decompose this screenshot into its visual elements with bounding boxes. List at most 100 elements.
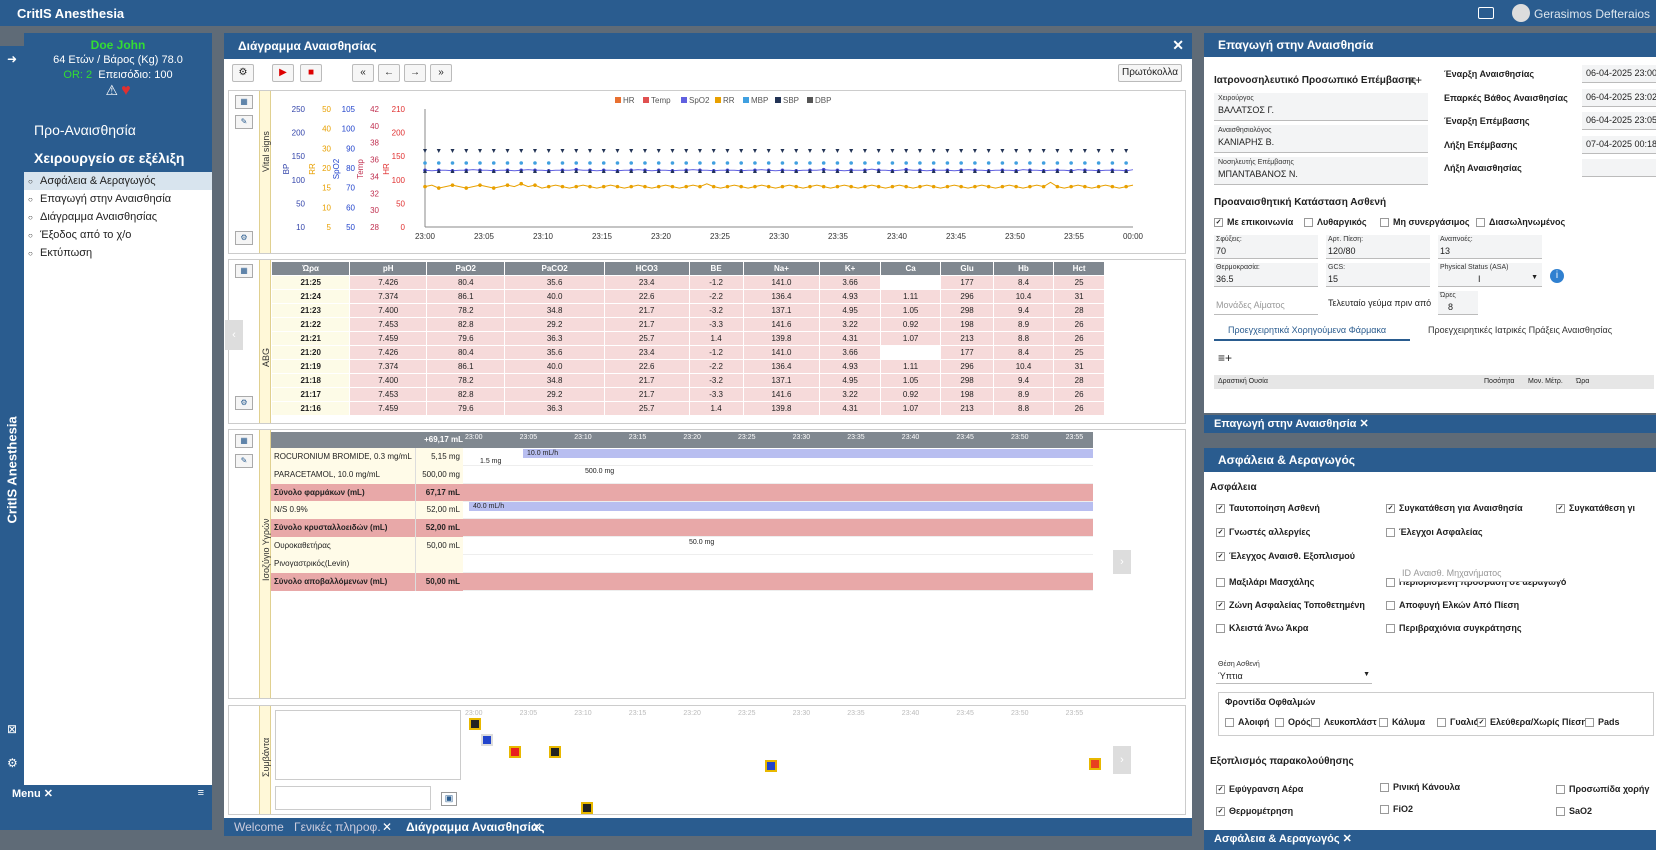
- prev-button[interactable]: ←: [378, 64, 400, 82]
- blood-pressure-field[interactable]: Αρτ. Πίεση: 120/80: [1326, 235, 1430, 259]
- settings-icon[interactable]: ⚙: [235, 396, 253, 410]
- events-notes[interactable]: [275, 710, 461, 780]
- anesthesiologist-field[interactable]: Αναισθησιολόγος ΚΑΝΙΑΡΗΣ Β.: [1214, 125, 1428, 153]
- time-field[interactable]: [1582, 159, 1656, 177]
- safety-checkbox[interactable]: Περιβραχιόνια συγκράτησης: [1386, 623, 1522, 634]
- menu-tab[interactable]: Menu: [12, 788, 41, 800]
- add-list-icon[interactable]: ≡+: [1218, 351, 1233, 365]
- back-arrow-icon[interactable]: ➜: [7, 52, 18, 66]
- menu-item-print[interactable]: Εκτύπωση: [24, 244, 212, 262]
- heart-icon[interactable]: ♥: [121, 82, 131, 99]
- warning-icon[interactable]: ⚠: [105, 82, 118, 98]
- safety-checkbox[interactable]: Έλεγχοι Ασφαλείας: [1386, 527, 1483, 538]
- abg-col-header[interactable]: Ca: [879, 261, 942, 276]
- time-field[interactable]: 07-04-2025 00:18: [1582, 135, 1656, 154]
- abg-col-header[interactable]: PaCO2: [504, 261, 605, 276]
- event-input[interactable]: [275, 786, 431, 810]
- event-marker-icon[interactable]: [1089, 758, 1101, 770]
- menu-item-safety[interactable]: Ασφάλεια & Αεραγωγός: [24, 172, 212, 190]
- table-row[interactable]: Σύνολο αποβαλλόμενων (mL) 50,00 mL: [271, 572, 1093, 591]
- safety-checkbox[interactable]: ✓ Ζώνη Ασφαλείας Τοποθετημένη: [1216, 600, 1365, 611]
- patient-position-select[interactable]: Θέση Ασθενή Ύπτια ▼: [1216, 660, 1372, 684]
- pre-anesthesia[interactable]: Προ-Αναισθησία: [34, 122, 136, 138]
- user-avatar-icon[interactable]: [1512, 4, 1530, 22]
- eye-checkbox[interactable]: Αλοιφή: [1225, 717, 1269, 728]
- calendar-icon[interactable]: ▦: [235, 264, 253, 278]
- pulse-field[interactable]: Σφύξεις: 70: [1214, 235, 1318, 259]
- close-icon[interactable]: ✕: [43, 788, 54, 800]
- safety-checkbox[interactable]: ✓ Συγκατάθεση γι: [1556, 503, 1635, 514]
- surgery-in-progress[interactable]: Χειρουργείο σε εξέλιξη: [34, 150, 185, 166]
- table-row[interactable]: 21:17 7.453 82.8 29.2 21.7 -3.3 141.6 3.22 0.92 1…: [270, 387, 1105, 402]
- monitoring-checkbox[interactable]: ✓ Εφύγρανση Αέρα: [1216, 784, 1304, 795]
- table-row[interactable]: Ρινογαστρικός(Levin): [271, 554, 1093, 573]
- add-list-icon[interactable]: ≡+: [1408, 73, 1423, 87]
- edit-icon[interactable]: ✎: [235, 454, 253, 468]
- close-icon[interactable]: ✕: [1359, 418, 1369, 430]
- table-row[interactable]: 21:22 7.453 82.8 29.2 21.7 -3.3 141.6 3.22 0.92 1…: [270, 317, 1105, 332]
- safety-checkbox[interactable]: Κλειστά Άνω Άκρα: [1216, 623, 1308, 634]
- abg-col-header[interactable]: PaO2: [426, 261, 506, 276]
- table-row[interactable]: 21:20 7.426 80.4 35.6 23.4 -1.2 141.0 3.66 177 8.…: [270, 345, 1105, 360]
- close-icon[interactable]: ✕: [1342, 833, 1352, 845]
- monitoring-checkbox[interactable]: FiO2: [1380, 804, 1413, 815]
- tab-pre-drugs[interactable]: Προεγχειρητικά Χορηγούμενα Φάρμακα: [1228, 325, 1387, 335]
- safety-checkbox[interactable]: ✓ Συγκατάθεση για Αναισθησία: [1386, 503, 1523, 514]
- abg-col-header[interactable]: Hct: [1053, 261, 1105, 276]
- table-row[interactable]: 21:21 7.459 79.6 36.3 25.7 1.4 139.8 4.31 1.07 21…: [270, 331, 1105, 346]
- eye-checkbox[interactable]: Pads: [1585, 717, 1620, 728]
- event-marker-icon[interactable]: [469, 718, 481, 730]
- temperature-field[interactable]: Θερμοκρασία: 36.5: [1214, 263, 1318, 287]
- monitoring-checkbox[interactable]: Ρινική Κάνουλα: [1380, 782, 1460, 793]
- table-row[interactable]: Σύνολο φαρμάκων (mL) 67,17 mL: [271, 483, 1093, 502]
- infusion-bar[interactable]: [469, 502, 1093, 512]
- table-row[interactable]: 21:16 7.459 79.6 36.3 25.7 1.4 139.8 4.31 1.07 21…: [270, 401, 1105, 416]
- table-row[interactable]: 21:23 7.400 78.2 34.8 21.7 -3.2 137.1 4.95 1.05 2…: [270, 303, 1105, 318]
- monitoring-checkbox[interactable]: SaO2: [1556, 806, 1592, 817]
- table-row[interactable]: 21:19 7.374 86.1 40.0 22.6 -2.2 136.4 4.93 1.11 2…: [270, 359, 1105, 374]
- abg-col-header[interactable]: BE: [688, 261, 744, 276]
- last-button[interactable]: »: [430, 64, 452, 82]
- close-square-icon[interactable]: ⊠: [7, 722, 18, 736]
- tab-welcome[interactable]: Welcome: [234, 820, 284, 834]
- close-icon[interactable]: ✕: [532, 820, 543, 834]
- abg-col-header[interactable]: pH: [349, 261, 428, 276]
- eye-checkbox[interactable]: Ορός: [1275, 717, 1311, 728]
- table-row[interactable]: 21:25 7.426 80.4 35.6 23.4 -1.2 141.0 3.66 177 8.…: [270, 275, 1105, 290]
- abg-col-header[interactable]: Hb: [992, 261, 1055, 276]
- eye-checkbox[interactable]: Λευκοπλάστ: [1311, 717, 1377, 728]
- safety-checkbox[interactable]: ✓ Έλεγχος Αναισθ. Εξοπλισμού: [1216, 551, 1355, 562]
- tab-general-info[interactable]: Γενικές πληροφ.: [294, 820, 381, 834]
- event-marker-icon[interactable]: [481, 734, 493, 746]
- user-name[interactable]: Gerasimos Defteraios: [1534, 7, 1651, 21]
- asa-select[interactable]: Physical Status (ASA) I ▼: [1438, 263, 1542, 287]
- settings-icon[interactable]: ⚙: [7, 756, 18, 770]
- event-marker-icon[interactable]: [765, 760, 777, 772]
- state-checkbox[interactable]: Διασωληνωμένος: [1476, 217, 1565, 228]
- monitoring-checkbox[interactable]: Προσωπίδα χορήγ: [1556, 784, 1649, 795]
- abg-col-header[interactable]: HCO3: [603, 261, 690, 276]
- stop-button[interactable]: ■: [300, 64, 322, 82]
- blood-units-field[interactable]: Μονάδες Αίματος: [1214, 295, 1318, 315]
- safety-checkbox[interactable]: Περιορισμένη πρόσβαση σε αεραγωγό: [1386, 577, 1566, 588]
- close-icon[interactable]: ✕: [1172, 37, 1184, 53]
- safety-checkbox[interactable]: ✓ Ταυτοποίηση Ασθενή: [1216, 503, 1320, 514]
- event-marker-icon[interactable]: [549, 746, 561, 758]
- gcs-field[interactable]: GCS: 15: [1326, 263, 1430, 287]
- menu-item-exit[interactable]: Έξοδος από το χ/ο: [24, 226, 212, 244]
- respiration-field[interactable]: Αναπνοές: 13: [1438, 235, 1542, 259]
- safety-checkbox[interactable]: Μαξιλάρι Μασχάλης: [1216, 577, 1314, 588]
- surgeon-field[interactable]: Χειρούργος ΒΑΛΑΤΣΟΣ Γ.: [1214, 93, 1428, 121]
- monitoring-checkbox[interactable]: ✓ Θερμομέτρηση: [1216, 806, 1294, 817]
- calendar-icon[interactable]: ▦: [235, 95, 253, 109]
- keyboard-icon[interactable]: [1478, 7, 1494, 19]
- state-checkbox[interactable]: Μη συνεργάσιμος: [1380, 217, 1470, 228]
- abg-col-header[interactable]: K+: [819, 261, 881, 276]
- event-marker-icon[interactable]: [581, 802, 593, 814]
- hamburger-icon[interactable]: ≡: [197, 787, 204, 799]
- table-row[interactable]: N/S 0.9% 52,00 mL 40.0 mL/h: [271, 501, 1093, 520]
- tab-anesthesia-chart[interactable]: Διάγραμμα Αναισθησίας: [406, 820, 545, 834]
- settings-button[interactable]: ⚙: [232, 64, 254, 82]
- save-icon[interactable]: ▣: [441, 792, 457, 806]
- table-row[interactable]: 21:18 7.400 78.2 34.8 21.7 -3.2 137.1 4.95 1.05 2…: [270, 373, 1105, 388]
